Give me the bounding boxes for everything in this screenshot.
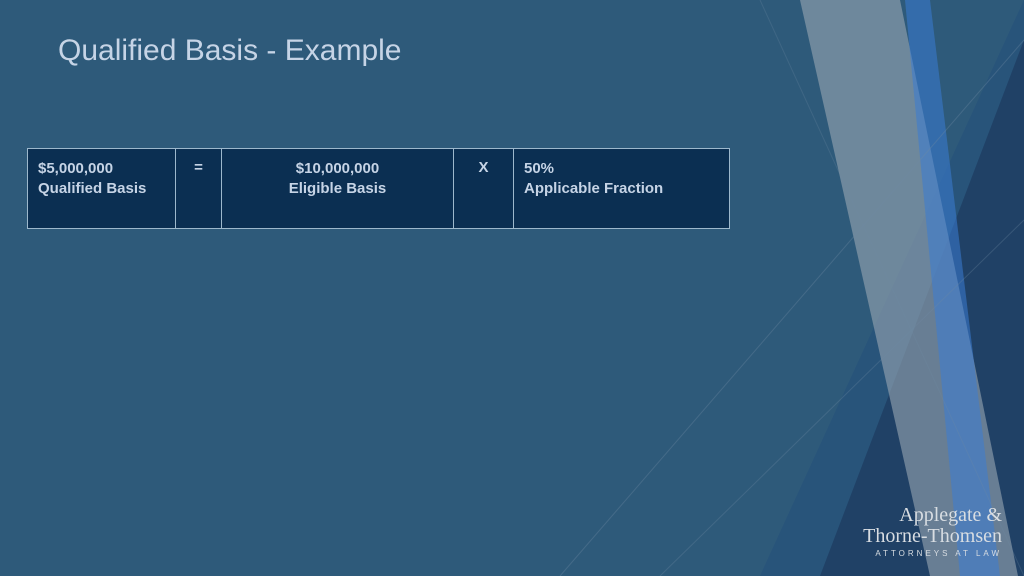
logo-line-1: Applegate & [863,505,1002,526]
logo-line-2: Thorne-Thomsen [863,526,1002,547]
bg-tri-light [800,0,1018,576]
bg-tri-dark [760,0,1024,576]
bg-rect [0,0,1024,576]
cell-value: $5,000,000 [38,160,113,177]
firm-logo: Applegate & Thorne-Thomsen ATTORNEYS AT … [863,505,1002,558]
cell-equals: = [176,149,222,229]
cell-value: $10,000,000 [296,160,379,177]
cell-applicable-fraction: 50% Applicable Fraction [514,149,730,229]
bg-line-3 [760,0,1024,576]
slide-title: Qualified Basis - Example [58,34,401,68]
cell-label: Qualified Basis [38,179,165,199]
table-row: $5,000,000 Qualified Basis = $10,000,000… [28,149,730,229]
bg-tri-blue [905,0,1000,576]
cell-value: X [478,159,488,176]
cell-value: = [194,159,203,176]
bg-line-1 [560,40,1024,576]
cell-label: Applicable Fraction [524,179,719,199]
slide: Qualified Basis - Example $5,000,000 Qua… [0,0,1024,576]
bg-tri-mid [820,40,1024,576]
cell-qualified-basis: $5,000,000 Qualified Basis [28,149,176,229]
cell-times: X [454,149,514,229]
cell-label: Eligible Basis [232,179,443,199]
equation-table: $5,000,000 Qualified Basis = $10,000,000… [27,148,730,229]
logo-tagline: ATTORNEYS AT LAW [863,550,1002,558]
cell-value: 50% [524,160,554,177]
background-shapes [0,0,1024,576]
cell-eligible-basis: $10,000,000 Eligible Basis [222,149,454,229]
